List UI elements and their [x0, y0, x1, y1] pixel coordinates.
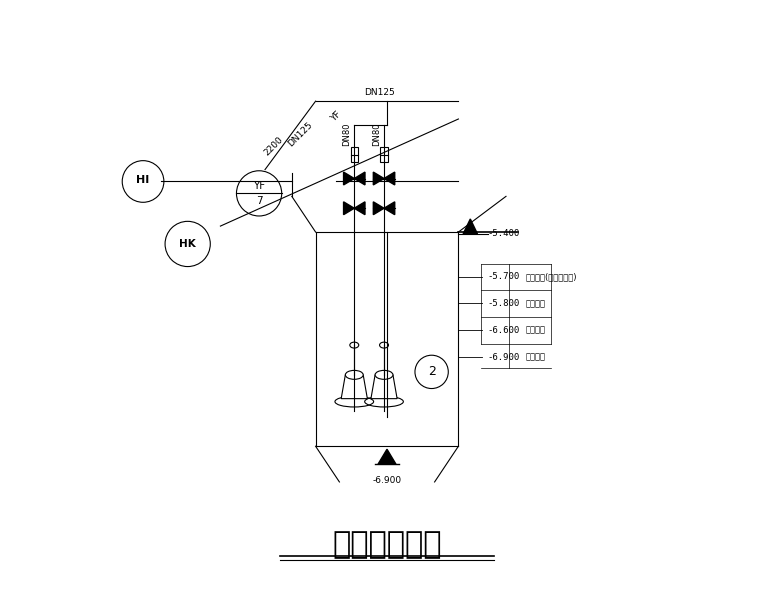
Polygon shape — [384, 202, 395, 215]
Polygon shape — [373, 172, 384, 185]
Ellipse shape — [345, 370, 363, 380]
Text: -6.600: -6.600 — [487, 325, 519, 335]
Ellipse shape — [350, 342, 358, 348]
Text: DN125: DN125 — [286, 120, 315, 148]
Ellipse shape — [375, 370, 393, 380]
Text: -6.900: -6.900 — [372, 476, 402, 485]
Text: YF: YF — [330, 109, 344, 123]
Polygon shape — [384, 172, 395, 185]
Text: 集聚水位(则备膜启动): 集聚水位(则备膜启动) — [526, 272, 577, 281]
Text: -6.900: -6.900 — [487, 352, 519, 362]
Text: DN80: DN80 — [372, 122, 381, 146]
Text: 2200: 2200 — [262, 134, 285, 157]
Text: 坑底标高: 坑底标高 — [526, 352, 546, 362]
Text: YF: YF — [253, 181, 265, 190]
Text: HI: HI — [136, 175, 149, 184]
Polygon shape — [373, 202, 384, 215]
Text: DN80: DN80 — [342, 122, 351, 146]
Polygon shape — [341, 375, 368, 399]
Polygon shape — [354, 202, 365, 215]
Text: 集水坑大样图: 集水坑大样图 — [332, 530, 442, 559]
Text: -5.700: -5.700 — [487, 272, 519, 281]
Bar — [381, 148, 388, 162]
Polygon shape — [371, 375, 397, 399]
Text: -5.400: -5.400 — [487, 229, 519, 239]
Polygon shape — [344, 172, 354, 185]
Ellipse shape — [379, 342, 389, 348]
Text: -5.800: -5.800 — [487, 299, 519, 308]
Text: 7: 7 — [255, 196, 262, 206]
Text: HK: HK — [180, 239, 196, 249]
Text: 2: 2 — [428, 365, 436, 378]
Polygon shape — [378, 449, 396, 464]
Text: DN125: DN125 — [365, 87, 396, 97]
Polygon shape — [354, 172, 365, 185]
Text: 停泵水位: 停泵水位 — [526, 325, 546, 335]
Polygon shape — [463, 219, 478, 234]
Bar — [351, 148, 358, 162]
Polygon shape — [344, 202, 354, 215]
Text: 启泵标高: 启泵标高 — [526, 299, 546, 308]
